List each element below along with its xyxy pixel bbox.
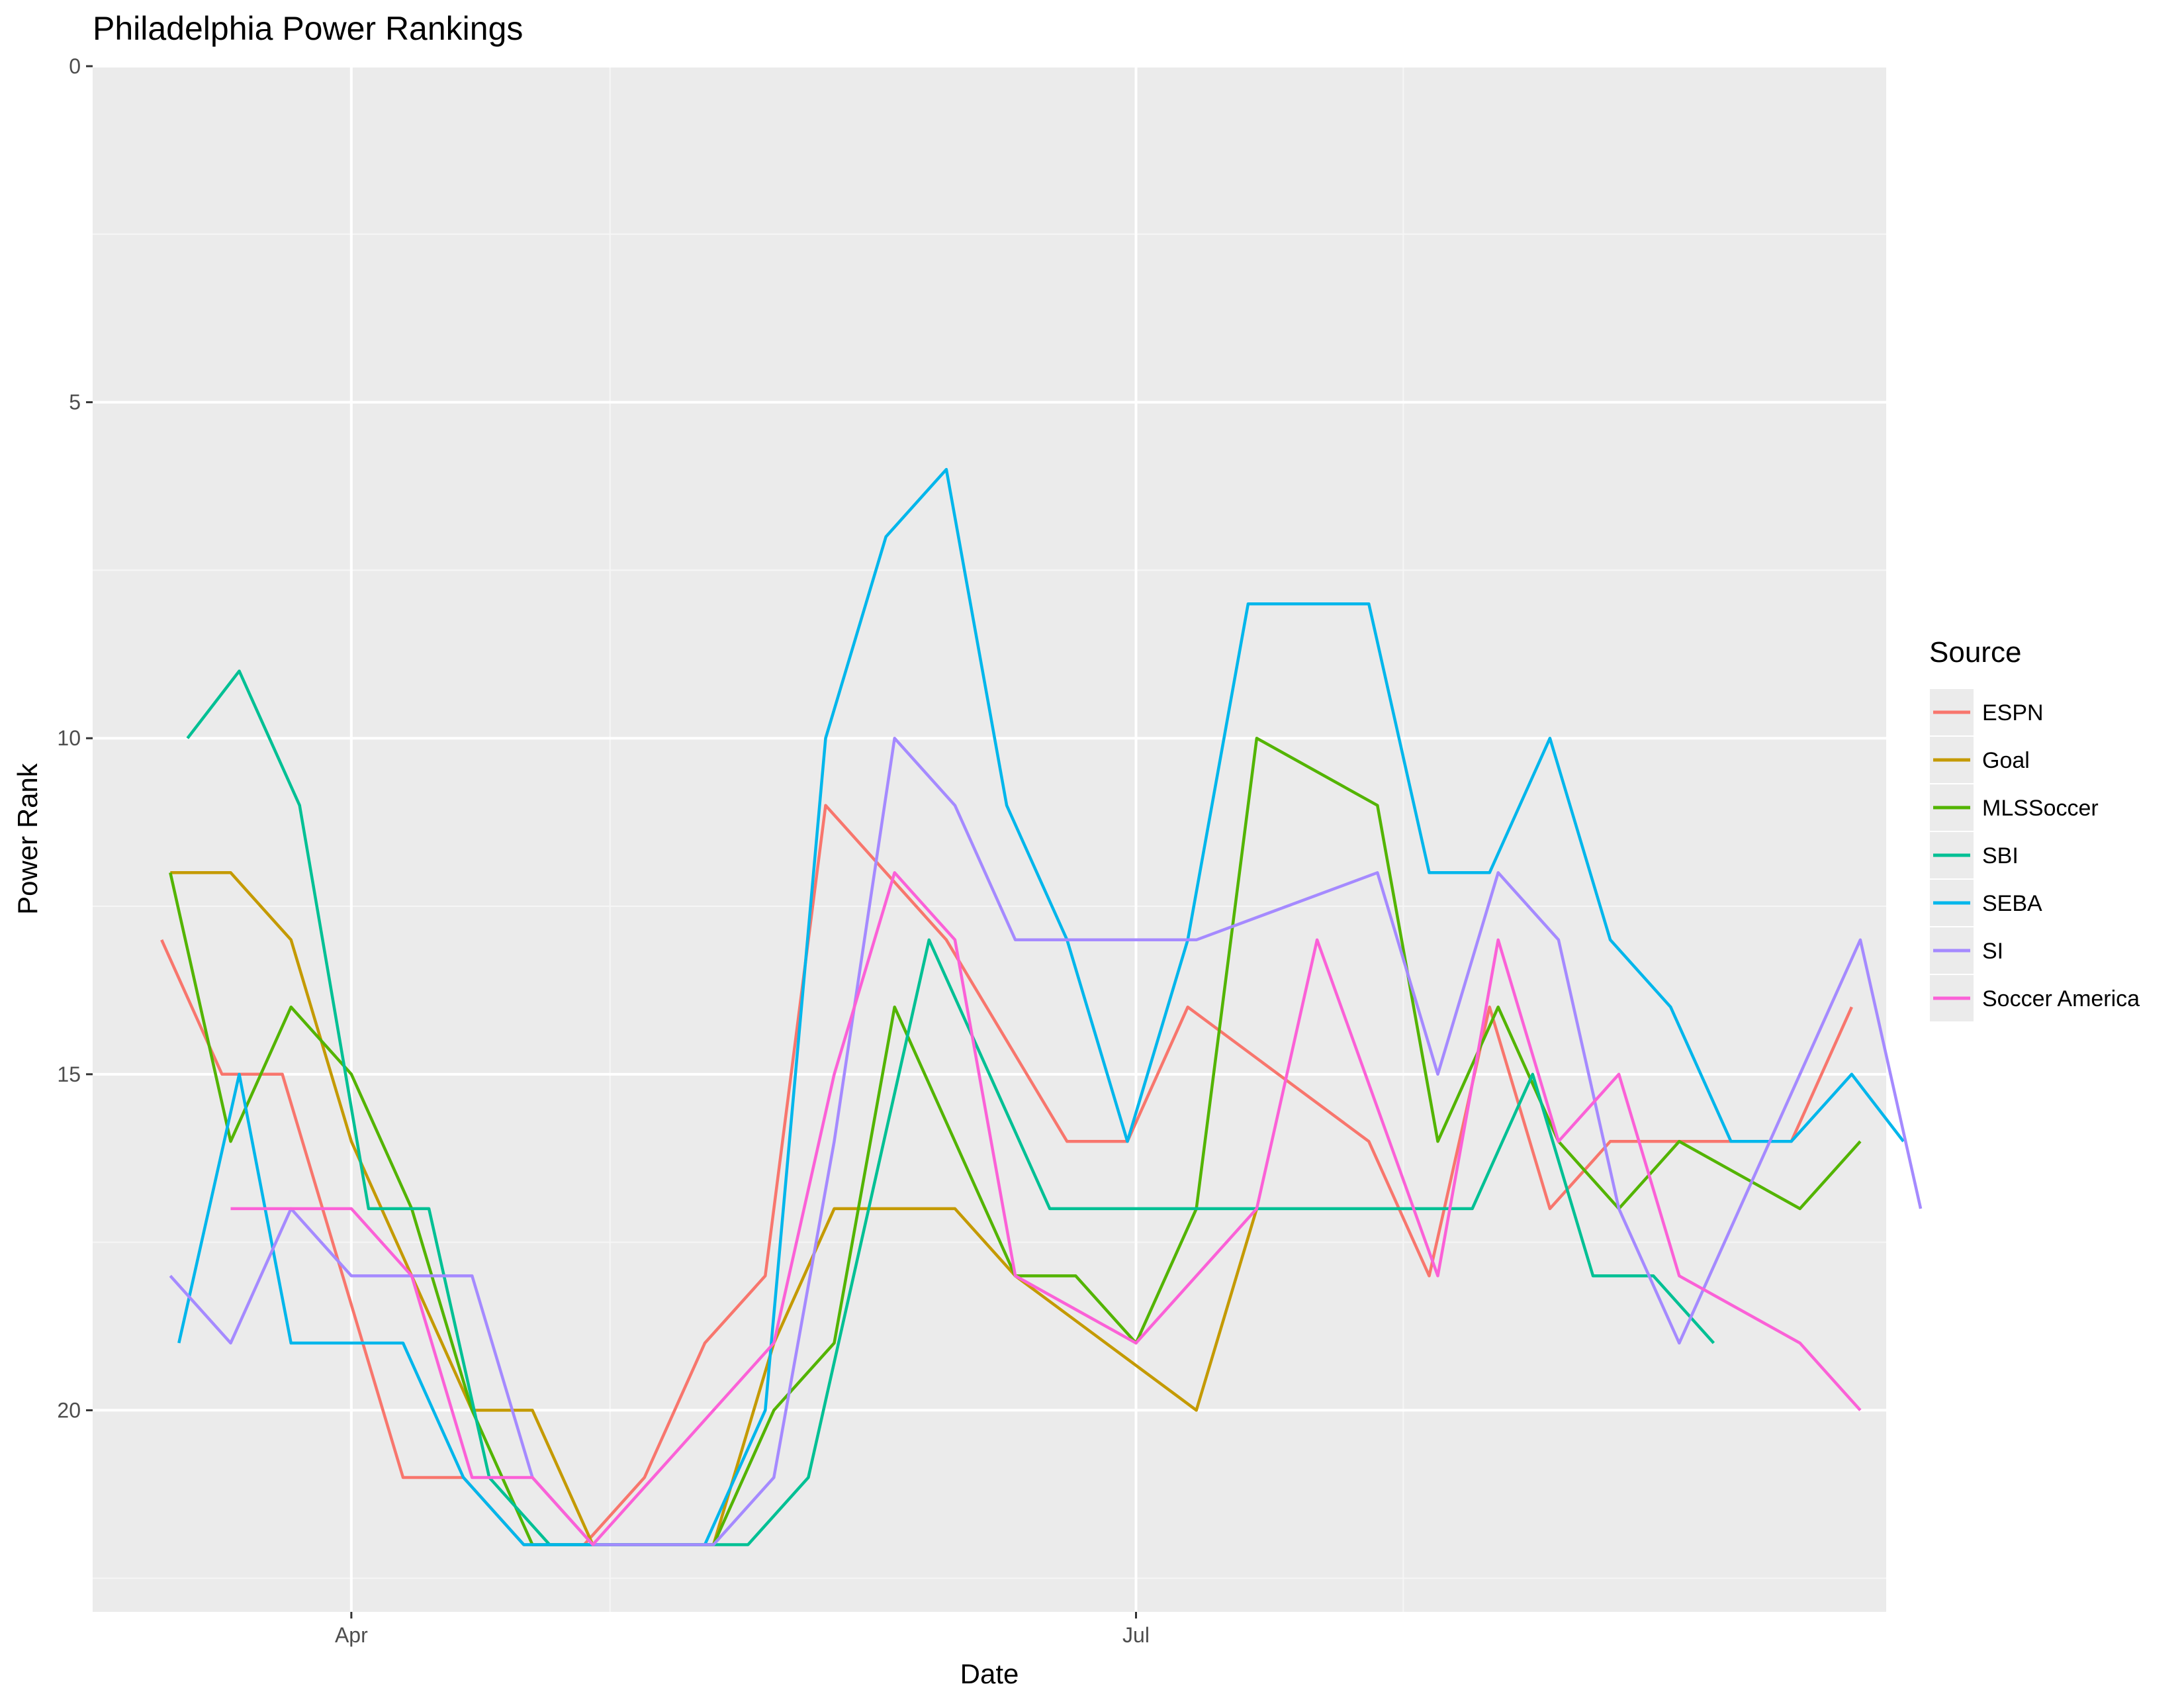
chart-title: Philadelphia Power Rankings: [93, 10, 523, 47]
legend-label-soccer-america: Soccer America: [1982, 986, 2140, 1011]
legend-label-seba: SEBA: [1982, 891, 2042, 916]
y-axis-title: Power Rank: [12, 763, 43, 915]
series-line-soccer-america: [230, 871, 1862, 1546]
series-line-si: [169, 736, 1923, 1546]
major-gridlines: [93, 65, 1886, 1612]
y-axis-ticks: 0 5 10 15 20: [57, 54, 93, 1422]
x-axis-title: Date: [960, 1658, 1019, 1688]
series-lines: [160, 467, 1923, 1546]
plot-panel: [93, 66, 1886, 1612]
y-tick-label: 5: [69, 391, 81, 414]
series-line-sbi: [186, 669, 1715, 1546]
legend-label-mlssoccer: MLSSoccer: [1982, 796, 2099, 821]
series-line-espn: [160, 804, 1853, 1546]
legend-label-goal: Goal: [1982, 748, 2030, 773]
series-line-mlssoccer: [169, 736, 1862, 1546]
series-line-seba: [177, 467, 1905, 1546]
x-tick-label: Jul: [1122, 1623, 1150, 1647]
x-tick-label: Apr: [335, 1623, 368, 1647]
y-tick-label: 0: [69, 54, 81, 78]
y-tick-label: 10: [57, 726, 81, 750]
legend-label-sbi: SBI: [1982, 843, 2019, 868]
legend-label-espn: ESPN: [1982, 700, 2044, 726]
legend-title: Source: [1929, 636, 2021, 669]
y-tick-label: 20: [57, 1398, 81, 1422]
y-tick-label: 15: [57, 1062, 81, 1086]
x-axis-ticks: Apr Jul: [335, 1612, 1150, 1647]
legend-label-si: SI: [1982, 939, 2003, 964]
legend: Source ESPN Goal MLSSoccer SBI SEBA SI Soccer …: [1929, 636, 2140, 1023]
minor-gridlines: [93, 66, 1886, 1612]
